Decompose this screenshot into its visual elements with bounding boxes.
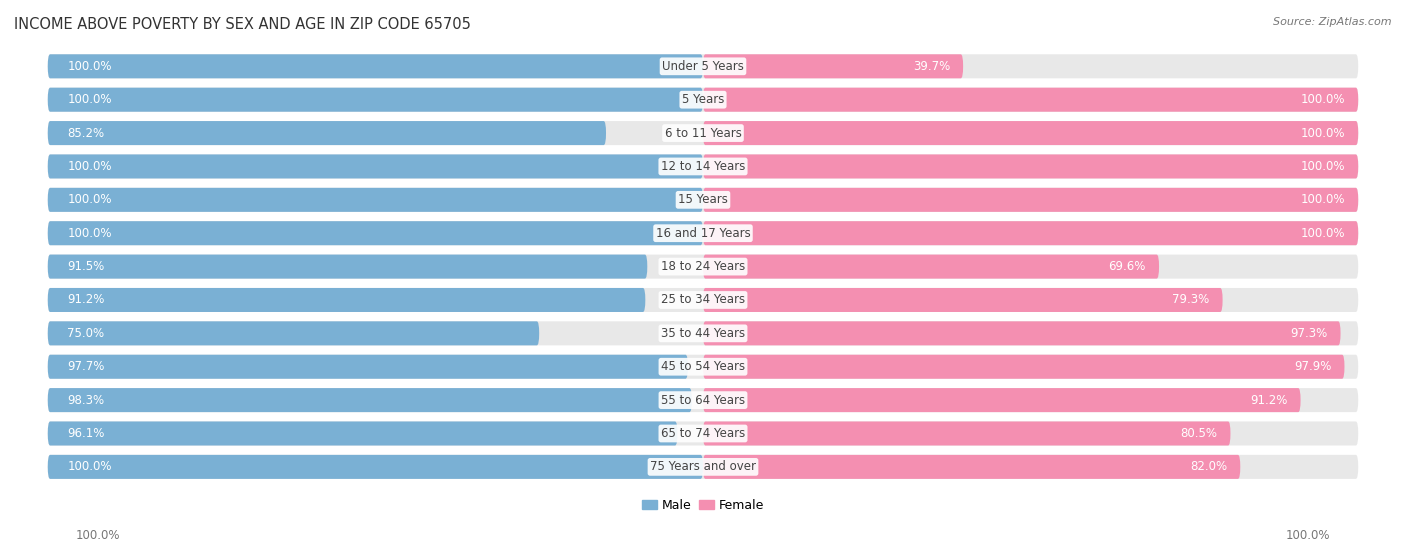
FancyBboxPatch shape [703,154,1358,178]
FancyBboxPatch shape [48,121,1358,145]
Text: 85.2%: 85.2% [67,126,104,140]
Text: 100.0%: 100.0% [67,93,112,106]
FancyBboxPatch shape [48,421,1358,446]
Text: 100.0%: 100.0% [1301,193,1346,206]
FancyBboxPatch shape [48,288,645,312]
Text: 18 to 24 Years: 18 to 24 Years [661,260,745,273]
FancyBboxPatch shape [703,188,1358,212]
Text: 91.2%: 91.2% [1250,394,1288,406]
Text: 80.5%: 80.5% [1181,427,1218,440]
FancyBboxPatch shape [703,254,1159,278]
FancyBboxPatch shape [48,355,1358,379]
Text: 100.0%: 100.0% [67,160,112,173]
FancyBboxPatch shape [703,288,1223,312]
Text: 45 to 54 Years: 45 to 54 Years [661,360,745,373]
Text: 100.0%: 100.0% [67,60,112,73]
Text: 100.0%: 100.0% [1301,93,1346,106]
Text: 39.7%: 39.7% [912,60,950,73]
FancyBboxPatch shape [48,54,703,78]
FancyBboxPatch shape [48,321,1358,345]
Text: 75 Years and over: 75 Years and over [650,461,756,473]
FancyBboxPatch shape [703,321,1340,345]
FancyBboxPatch shape [48,321,538,345]
Text: 97.9%: 97.9% [1294,360,1331,373]
Text: 16 and 17 Years: 16 and 17 Years [655,227,751,240]
FancyBboxPatch shape [48,388,692,412]
Text: 100.0%: 100.0% [1285,529,1330,542]
Text: 100.0%: 100.0% [67,193,112,206]
Text: 97.3%: 97.3% [1291,327,1327,340]
FancyBboxPatch shape [48,154,703,178]
FancyBboxPatch shape [48,355,688,379]
Text: Source: ZipAtlas.com: Source: ZipAtlas.com [1274,17,1392,27]
Text: 98.3%: 98.3% [67,394,104,406]
Text: 75.0%: 75.0% [67,327,104,340]
FancyBboxPatch shape [703,355,1344,379]
FancyBboxPatch shape [48,254,1358,278]
FancyBboxPatch shape [48,154,1358,178]
FancyBboxPatch shape [703,388,1301,412]
FancyBboxPatch shape [48,221,1358,245]
Text: INCOME ABOVE POVERTY BY SEX AND AGE IN ZIP CODE 65705: INCOME ABOVE POVERTY BY SEX AND AGE IN Z… [14,17,471,32]
Text: 100.0%: 100.0% [1301,160,1346,173]
Text: 35 to 44 Years: 35 to 44 Years [661,327,745,340]
Text: 97.7%: 97.7% [67,360,105,373]
Text: Under 5 Years: Under 5 Years [662,60,744,73]
Legend: Male, Female: Male, Female [637,494,769,517]
Text: 65 to 74 Years: 65 to 74 Years [661,427,745,440]
FancyBboxPatch shape [48,88,703,112]
FancyBboxPatch shape [48,455,1358,479]
Text: 12 to 14 Years: 12 to 14 Years [661,160,745,173]
Text: 82.0%: 82.0% [1189,461,1227,473]
FancyBboxPatch shape [48,54,1358,78]
FancyBboxPatch shape [48,288,1358,312]
FancyBboxPatch shape [48,221,703,245]
FancyBboxPatch shape [48,455,703,479]
FancyBboxPatch shape [48,188,703,212]
FancyBboxPatch shape [703,421,1230,446]
Text: 25 to 34 Years: 25 to 34 Years [661,293,745,306]
Text: 100.0%: 100.0% [1301,126,1346,140]
Text: 55 to 64 Years: 55 to 64 Years [661,394,745,406]
Text: 5 Years: 5 Years [682,93,724,106]
FancyBboxPatch shape [703,221,1358,245]
FancyBboxPatch shape [48,121,606,145]
Text: 100.0%: 100.0% [1301,227,1346,240]
FancyBboxPatch shape [703,88,1358,112]
Text: 100.0%: 100.0% [76,529,121,542]
Text: 100.0%: 100.0% [67,227,112,240]
Text: 79.3%: 79.3% [1173,293,1209,306]
FancyBboxPatch shape [48,388,1358,412]
Text: 6 to 11 Years: 6 to 11 Years [665,126,741,140]
FancyBboxPatch shape [48,254,647,278]
FancyBboxPatch shape [48,188,1358,212]
Text: 96.1%: 96.1% [67,427,105,440]
Text: 15 Years: 15 Years [678,193,728,206]
Text: 91.5%: 91.5% [67,260,104,273]
FancyBboxPatch shape [48,88,1358,112]
FancyBboxPatch shape [703,455,1240,479]
Text: 100.0%: 100.0% [67,461,112,473]
Text: 69.6%: 69.6% [1108,260,1146,273]
FancyBboxPatch shape [703,121,1358,145]
Text: 91.2%: 91.2% [67,293,105,306]
FancyBboxPatch shape [703,54,963,78]
FancyBboxPatch shape [48,421,678,446]
